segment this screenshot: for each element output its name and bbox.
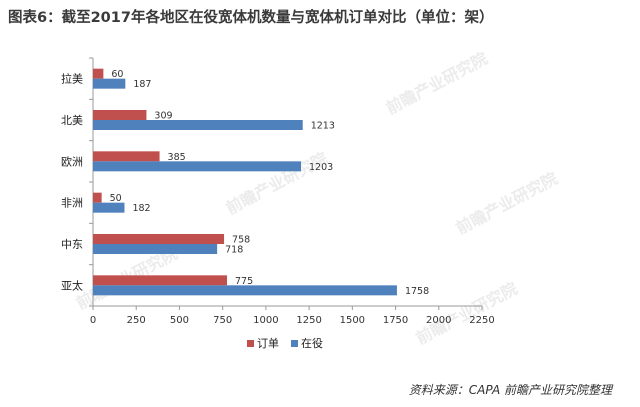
data-label: 309 [154,111,172,122]
x-tick-label: 750 [213,315,232,326]
bar-order [93,192,102,203]
legend-swatch [247,340,254,347]
x-tick-label: 1000 [253,315,278,326]
bar-inservice [93,161,301,172]
category-label: 北美 [61,114,83,127]
legend-label: 在役 [301,336,323,350]
bar-inservice [93,78,126,89]
data-label: 385 [168,152,186,163]
bar-inservice [93,285,397,296]
x-tick-label: 1750 [383,315,408,326]
data-label: 50 [110,193,122,204]
data-label: 60 [111,69,123,80]
x-tick-label: 1250 [296,315,321,326]
bar-order [93,151,160,162]
x-tick-label: 0 [90,315,96,326]
x-tick-label: 1500 [340,315,365,326]
bar-inservice [93,244,218,254]
legend-swatch [291,340,298,347]
category-label: 欧洲 [61,155,83,168]
source-note: 资料来源：CAPA 前瞻产业研究院整理 [408,383,612,397]
bar-order [93,68,104,79]
category-label: 中东 [61,238,83,251]
data-label: 1203 [309,162,333,173]
data-label: 775 [235,276,253,287]
x-tick-label: 2000 [426,315,451,326]
bar-inservice [93,202,125,213]
bar-order [93,234,225,244]
legend-label: 订单 [257,337,279,350]
x-tick-label: 250 [127,315,146,326]
category-label: 非洲 [61,197,83,210]
data-label: 718 [225,245,243,256]
bar-order [93,110,147,120]
data-label: 758 [232,235,250,246]
x-tick-label: 500 [170,315,189,326]
bar-order [93,275,227,286]
data-label: 1758 [405,286,429,297]
data-label: 182 [132,203,150,214]
data-label: 187 [133,79,151,90]
chart-title: 图表6：截至2017年各地区在役宽体机数量与宽体机订单对比（单位：架） [8,10,494,26]
x-tick-label: 2250 [469,315,494,326]
category-label: 亚太 [61,279,83,292]
category-label: 拉美 [61,72,83,86]
data-label: 1213 [311,121,335,132]
bar-inservice [93,120,303,130]
